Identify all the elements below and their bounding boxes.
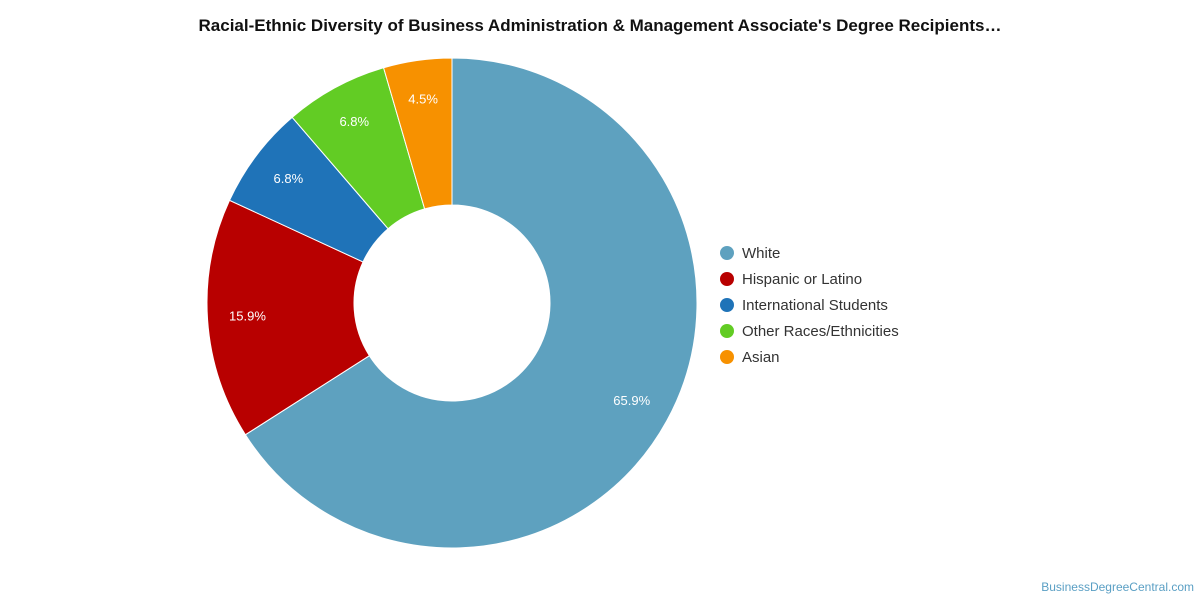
chart-title: Racial-Ethnic Diversity of Business Admi… (198, 16, 1002, 35)
legend-item-international-students[interactable]: International Students (720, 292, 899, 318)
legend-label: Asian (742, 348, 780, 366)
legend-swatch-icon (720, 324, 734, 338)
legend-label: International Students (742, 296, 888, 314)
slice-hispanic-or-latino (206, 199, 371, 436)
legend-swatch-icon (720, 298, 734, 312)
legend-item-asian[interactable]: Asian (720, 344, 899, 370)
legend-swatch-icon (720, 272, 734, 286)
source-credit-link[interactable]: BusinessDegreeCentral.com (1041, 580, 1194, 594)
slice-label-white: 65.9% (613, 393, 650, 408)
legend-label: Other Races/Ethnicities (742, 322, 899, 340)
slice-label-asian: 4.5% (408, 91, 438, 106)
legend-swatch-icon (720, 350, 734, 364)
slice-labels: 65.9% 15.9% 6.8% 6.8% 4.5% (229, 91, 651, 408)
legend-swatch-icon (720, 246, 734, 260)
chart-legend: White Hispanic or Latino International Stu… (720, 240, 899, 370)
legend-label: White (742, 244, 781, 262)
legend-label: Hispanic or Latino (742, 270, 863, 288)
slice-label-international-students: 6.8% (274, 171, 304, 186)
legend-item-other-races-ethnicities[interactable]: Other Races/Ethnicities (720, 318, 899, 344)
slice-label-hispanic-or-latino: 15.9% (229, 308, 266, 323)
legend-item-white[interactable]: White (720, 240, 899, 266)
donut-slices (206, 57, 698, 549)
slice-label-other-races-ethnicities: 6.8% (339, 114, 369, 129)
slice-white (244, 57, 698, 549)
slice-asian (382, 57, 453, 210)
legend-item-hispanic-or-latino[interactable]: Hispanic or Latino (720, 266, 899, 292)
